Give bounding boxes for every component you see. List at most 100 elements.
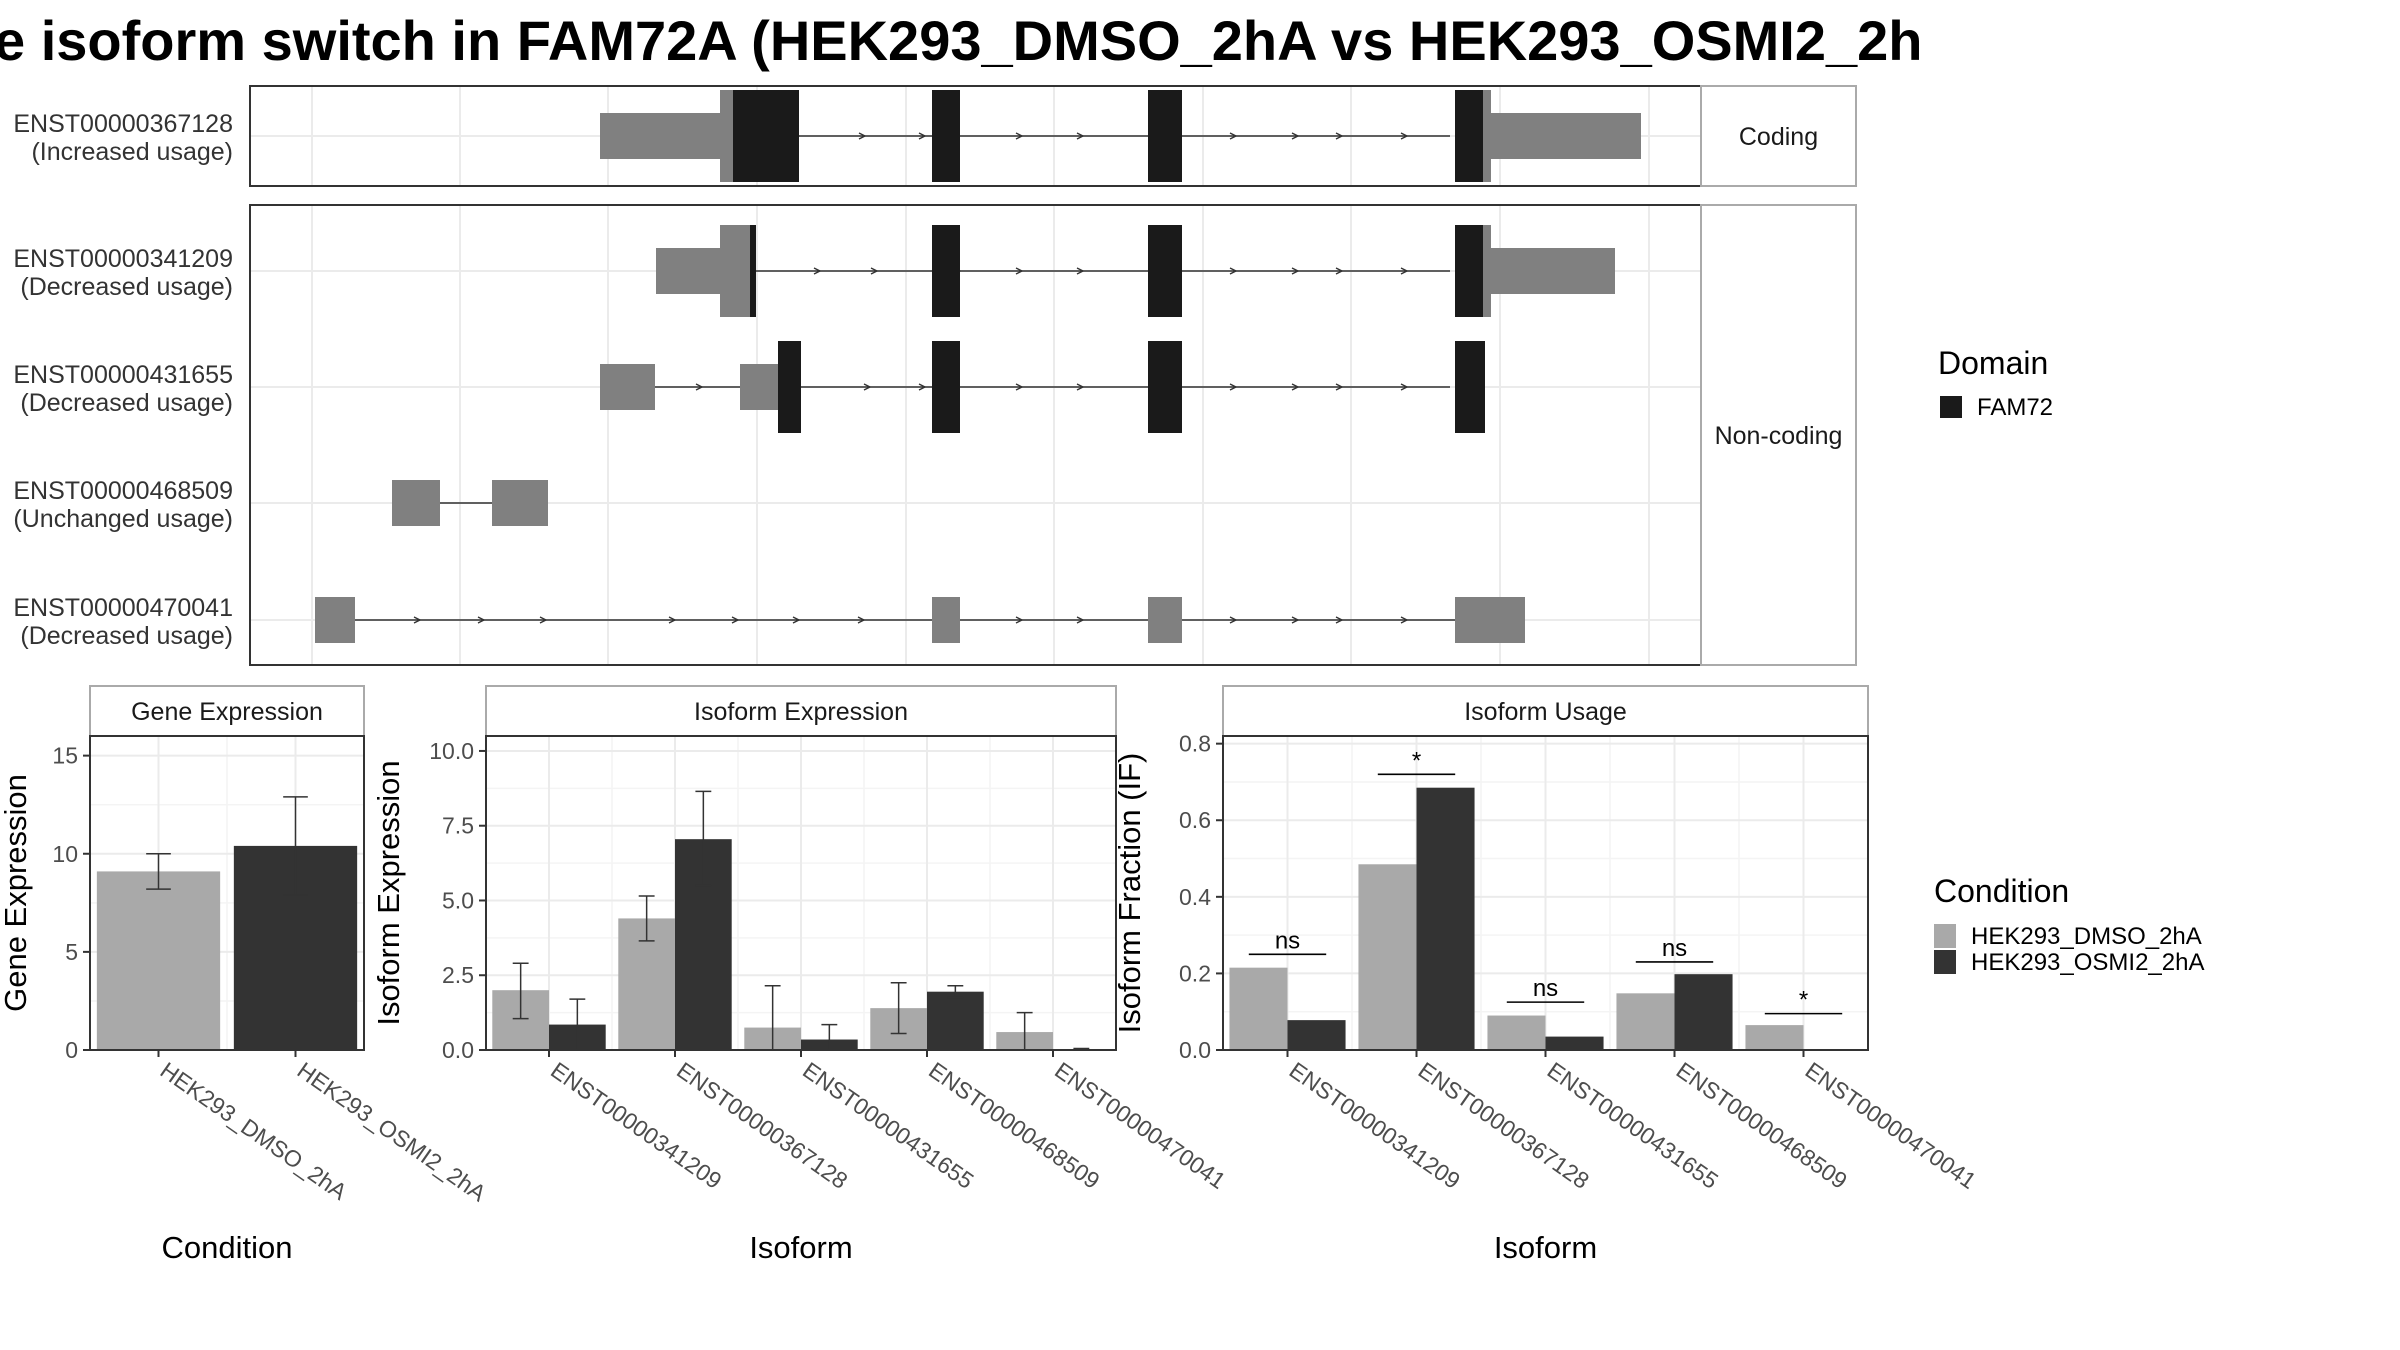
y-tick-label: 0.2 bbox=[1179, 960, 1211, 986]
legend: Domain FAM72 Condition HEK293_DMSO_2hAHEK29… bbox=[1934, 345, 2204, 976]
condition-legend-key bbox=[1934, 924, 1956, 948]
transcript-usage: (Decreased usage) bbox=[20, 273, 233, 301]
panel-title: Isoform Usage bbox=[1464, 698, 1627, 726]
domain-exon bbox=[733, 90, 799, 182]
intron-arrow bbox=[539, 616, 548, 624]
bar bbox=[1358, 864, 1417, 1050]
bar bbox=[1745, 1025, 1804, 1050]
exon bbox=[1491, 248, 1615, 294]
y-tick-label: 10.0 bbox=[429, 738, 474, 764]
intron-arrow bbox=[1229, 267, 1238, 275]
intron-arrow bbox=[1015, 383, 1024, 391]
intron-arrow bbox=[695, 383, 704, 391]
isoform-expression-panel: Isoform Expression0.02.55.07.510.0ENST00… bbox=[371, 685, 1231, 1265]
domain-exon bbox=[1148, 90, 1182, 182]
intron-arrow bbox=[477, 616, 486, 624]
intron-arrow bbox=[1015, 616, 1024, 624]
domain-exon bbox=[1455, 90, 1483, 182]
significance-label: ns bbox=[1533, 975, 1558, 1002]
intron-arrow bbox=[1291, 267, 1300, 275]
domain-exon bbox=[1148, 341, 1182, 433]
domain-legend-label: FAM72 bbox=[1977, 394, 2053, 421]
bar bbox=[927, 991, 984, 1050]
y-axis-title: Isoform Fraction (IF) bbox=[1112, 753, 1147, 1034]
y-tick-label: 15 bbox=[52, 743, 78, 769]
group-label: Coding bbox=[1739, 123, 1818, 151]
intron-arrow bbox=[857, 616, 866, 624]
exon bbox=[932, 597, 960, 643]
bar bbox=[1287, 1020, 1346, 1050]
isoform-usage-panel: Isoform Usage0.00.20.40.60.8ns*nsns*ENST… bbox=[1112, 685, 1981, 1265]
y-axis-title: Isoform Expression bbox=[371, 760, 406, 1025]
intron-arrow bbox=[1400, 132, 1409, 140]
significance-label: ns bbox=[1662, 935, 1687, 962]
exon bbox=[315, 597, 355, 643]
significance-label: * bbox=[1799, 987, 1808, 1014]
x-axis-title: Isoform bbox=[749, 1230, 852, 1265]
exon bbox=[720, 90, 733, 182]
intron-arrow bbox=[1335, 383, 1344, 391]
group-strip bbox=[1700, 204, 1857, 666]
intron-arrow bbox=[413, 616, 422, 624]
transcript-id: ENST00000470041 bbox=[13, 594, 233, 622]
significance-label: * bbox=[1412, 747, 1421, 774]
transcript-id: ENST00000367128 bbox=[13, 110, 233, 138]
intron-arrow bbox=[1335, 132, 1344, 140]
transcript-usage: (Decreased usage) bbox=[20, 389, 233, 417]
intron-arrow bbox=[1400, 267, 1409, 275]
bar bbox=[96, 871, 221, 1050]
intron-arrow bbox=[1291, 132, 1300, 140]
domain-exon bbox=[932, 341, 960, 433]
intron-arrow bbox=[792, 616, 801, 624]
domain-exon bbox=[1455, 341, 1485, 433]
intron-arrow bbox=[731, 616, 740, 624]
x-axis-title: Condition bbox=[162, 1230, 293, 1265]
domain-exon bbox=[778, 341, 801, 433]
group-strip bbox=[1700, 85, 1857, 187]
panel-title: Gene Expression bbox=[131, 698, 323, 726]
y-tick-label: 0.8 bbox=[1179, 731, 1211, 757]
panel-title: Isoform Expression bbox=[694, 698, 908, 726]
figure-title: e isoform switch in FAM72A (HEK293_DMSO_… bbox=[0, 9, 1922, 72]
exon bbox=[1148, 597, 1182, 643]
condition-legend-key bbox=[1934, 950, 1956, 974]
domain-legend-title: Domain bbox=[1938, 345, 2048, 381]
bar bbox=[1616, 993, 1675, 1050]
intron-arrow bbox=[668, 616, 677, 624]
exon bbox=[1491, 113, 1641, 159]
exon bbox=[1455, 597, 1525, 643]
intron-arrow bbox=[1400, 383, 1409, 391]
transcript-id: ENST00000468509 bbox=[13, 477, 233, 505]
intron-arrow bbox=[870, 267, 879, 275]
bar bbox=[1416, 787, 1475, 1050]
exon bbox=[392, 480, 440, 526]
transcript-usage: (Unchanged usage) bbox=[13, 505, 233, 533]
intron-arrow bbox=[1015, 132, 1024, 140]
significance-label: ns bbox=[1275, 927, 1300, 954]
intron-arrow bbox=[1015, 267, 1024, 275]
panel-strip bbox=[485, 685, 1117, 737]
condition-legend-title: Condition bbox=[1934, 873, 2069, 909]
y-tick-label: 0.0 bbox=[1179, 1037, 1211, 1063]
y-axis-title: Gene Expression bbox=[0, 774, 33, 1012]
transcript-usage: (Decreased usage) bbox=[20, 622, 233, 650]
y-tick-label: 0 bbox=[65, 1037, 78, 1063]
intron-arrow bbox=[918, 132, 927, 140]
domain-exon bbox=[932, 90, 960, 182]
domain-exon bbox=[1148, 225, 1182, 317]
group-label: Non-coding bbox=[1715, 422, 1843, 450]
exon bbox=[600, 113, 730, 159]
transcript-structure-panel: Coding Non-coding ENST00000367128(Increase… bbox=[13, 85, 1857, 666]
y-tick-label: 5 bbox=[65, 939, 78, 965]
intron-arrow bbox=[1076, 616, 1085, 624]
transcript-usage: (Increased usage) bbox=[31, 138, 233, 166]
y-tick-label: 7.5 bbox=[442, 813, 474, 839]
x-axis-title: Isoform bbox=[1494, 1230, 1597, 1265]
y-tick-label: 2.5 bbox=[442, 962, 474, 988]
exon bbox=[740, 364, 778, 410]
bar bbox=[1674, 974, 1733, 1050]
condition-legend-label: HEK293_OSMI2_2hA bbox=[1971, 949, 2204, 976]
intron-arrow bbox=[1335, 267, 1344, 275]
intron-arrow bbox=[858, 132, 867, 140]
